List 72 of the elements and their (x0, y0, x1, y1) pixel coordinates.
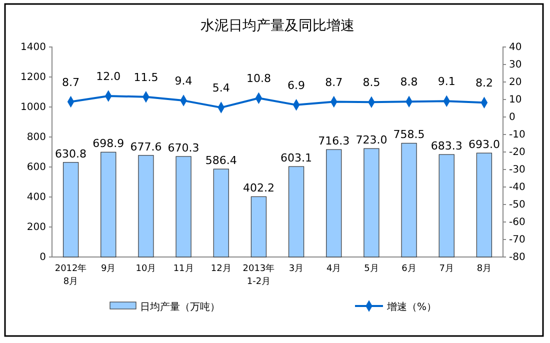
data-label: 8.8 (400, 76, 418, 89)
data-label: 11.5 (134, 70, 158, 84)
bar (213, 168, 229, 258)
y2-tick-label: 10 (509, 94, 522, 106)
data-label: 670.3 (168, 141, 200, 154)
y-tick-label: 1000 (20, 102, 46, 114)
y-tick-label: 600 (26, 162, 46, 174)
y2-tick-label: -20 (509, 147, 526, 158)
bar (138, 155, 154, 258)
bar (364, 148, 380, 258)
data-label: 8.7 (62, 76, 80, 89)
x-tick-label: 2012年 8月 (54, 263, 87, 287)
legend-label: 增速（%） (386, 301, 437, 313)
y2-tick-label: 40 (509, 42, 522, 54)
x-tick-label: 9月 (101, 264, 116, 274)
bar (62, 162, 79, 258)
y-tick-label: 1400 (20, 42, 46, 54)
data-label: 9.4 (174, 74, 192, 88)
legend-label: 日均产量（万吨） (140, 301, 220, 313)
x-tick-label: 12月 (210, 264, 232, 274)
y-tick-label: 1200 (20, 72, 46, 84)
x-tick-label: 6月 (402, 264, 416, 274)
y2-tick-label: -40 (509, 182, 526, 194)
bar (476, 152, 492, 258)
data-label: 8.7 (325, 76, 343, 89)
y2-tick-label: -50 (509, 200, 526, 211)
data-label: 603.1 (280, 152, 312, 165)
bar (401, 142, 417, 258)
data-label: 630.8 (55, 147, 87, 160)
x-tick-label: 10月 (136, 264, 156, 274)
x-tick-label: 8月 (476, 264, 492, 274)
x-tick-label: 2013年 1-2月 (242, 263, 275, 287)
data-label: 5.4 (212, 82, 230, 95)
x-tick-label: 4月 (326, 264, 342, 274)
data-label: 677.6 (130, 140, 162, 154)
x-tick-label: 5月 (364, 264, 379, 274)
bar (250, 196, 267, 258)
y2-tick-label: 0 (509, 112, 516, 124)
y2-tick-label: -30 (509, 164, 526, 176)
y2-tick-label: -70 (509, 234, 526, 246)
y2-tick-label: -80 (509, 252, 526, 264)
data-label: 698.9 (92, 137, 124, 150)
data-label: 402.2 (242, 182, 274, 195)
x-tick-label: 11月 (173, 264, 194, 274)
bar (100, 152, 116, 258)
bar (176, 156, 192, 258)
data-label: 6.9 (288, 78, 306, 92)
y-tick-label: 800 (26, 132, 46, 144)
data-label: 8.2 (475, 76, 493, 90)
x-tick-label: 3月 (288, 264, 304, 274)
data-label: 12.0 (96, 70, 121, 83)
bar (326, 149, 342, 258)
bar (288, 166, 304, 258)
data-label: 716.3 (318, 134, 350, 148)
y2-tick-label: -10 (509, 130, 526, 141)
bar (438, 154, 454, 258)
y2-tick-label: 20 (509, 77, 522, 88)
y2-tick-label: 30 (509, 60, 522, 71)
data-label: 683.3 (430, 140, 462, 153)
data-label: 8.5 (362, 76, 380, 90)
data-label: 758.5 (393, 128, 425, 142)
data-label: 586.4 (205, 154, 237, 168)
data-label: 693.0 (468, 138, 500, 152)
x-tick-label: 7月 (439, 264, 454, 274)
y-tick-label: 0 (40, 252, 46, 264)
chart-title: 水泥日均产量及同比增速 (200, 18, 354, 34)
y-tick-label: 400 (26, 192, 46, 204)
y-tick-label: 200 (26, 222, 46, 234)
data-label: 723.0 (356, 134, 388, 147)
data-label: 9.1 (438, 75, 456, 88)
data-label: 10.8 (246, 72, 271, 86)
y2-tick-label: -60 (509, 217, 526, 228)
